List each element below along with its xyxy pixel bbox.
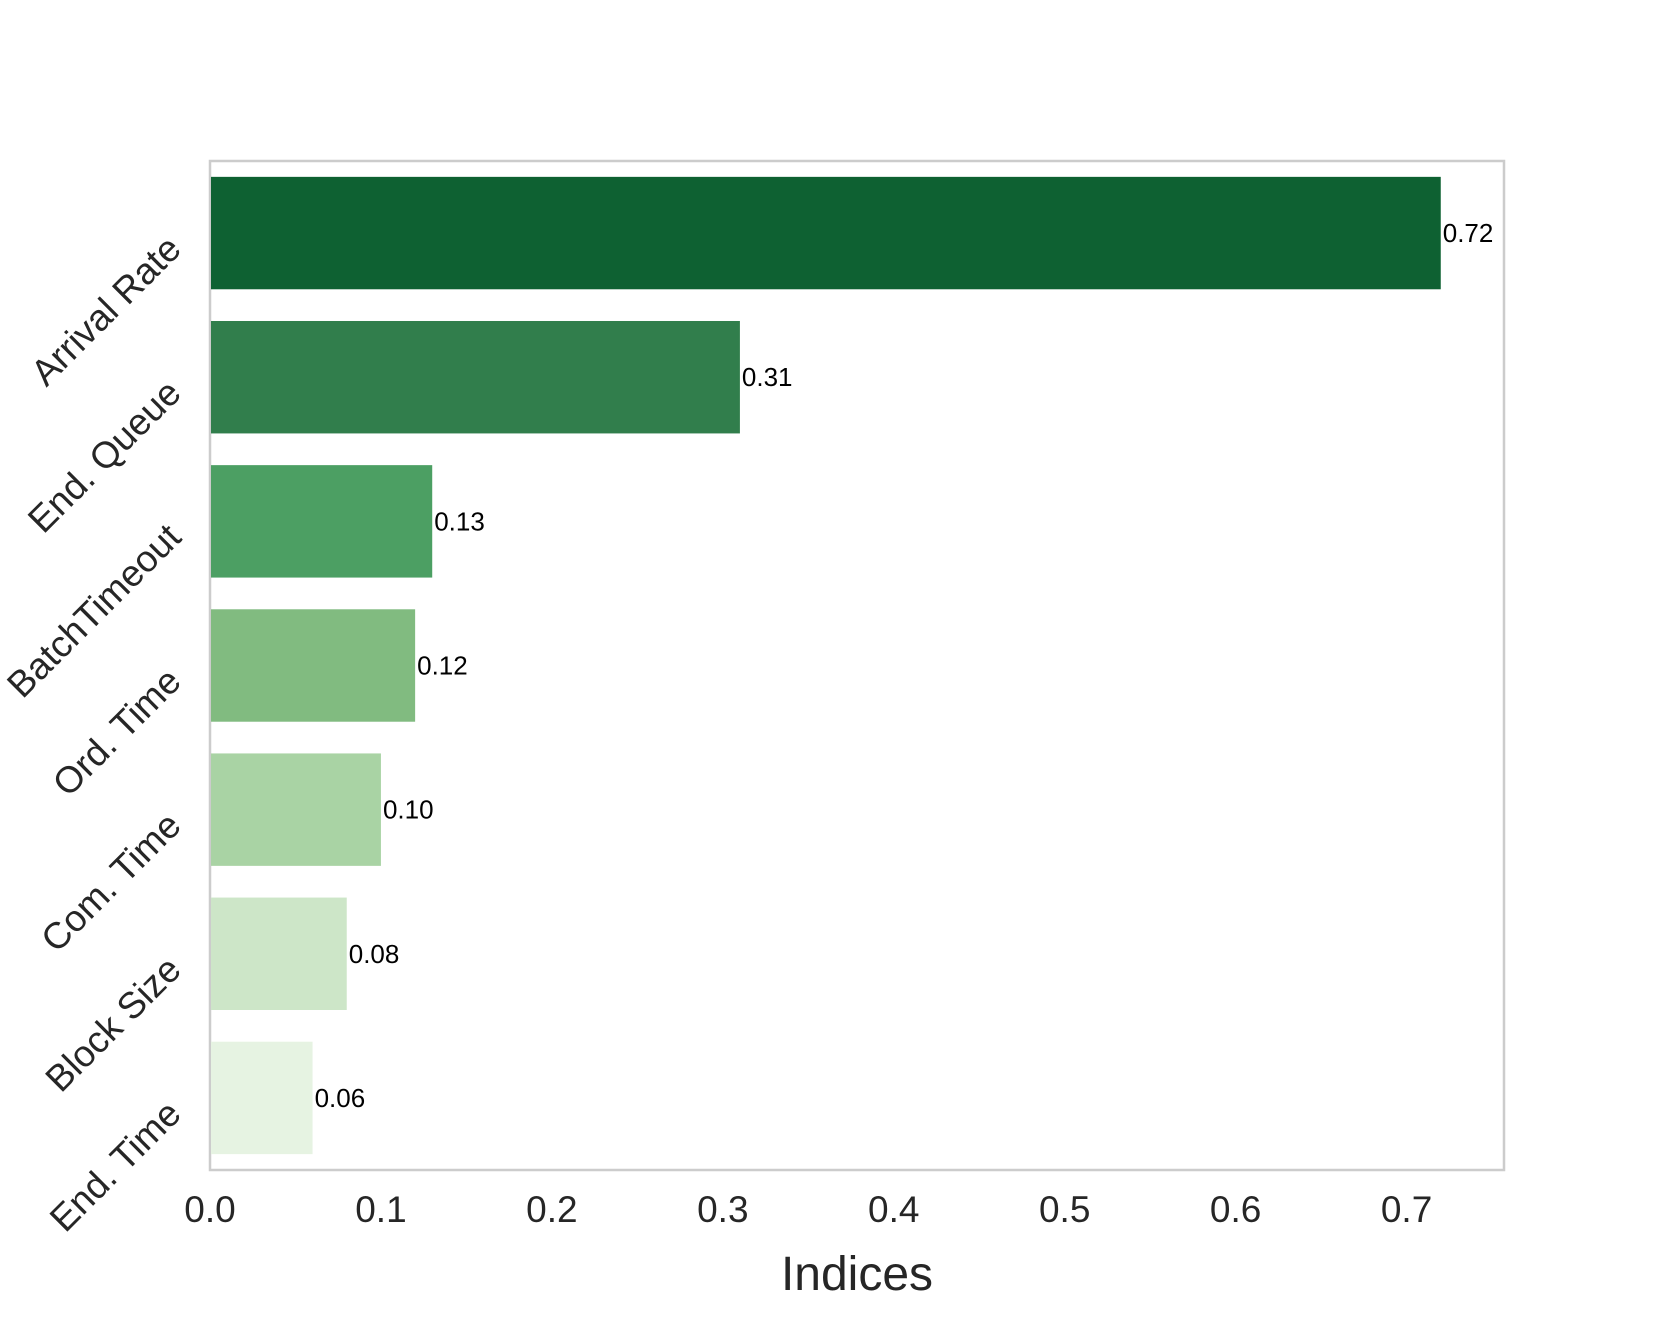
bar <box>211 1041 313 1155</box>
bars-layer <box>211 176 1441 1155</box>
y-category-label: Block Size <box>38 948 189 1099</box>
x-tick-label: 0.3 <box>697 1189 748 1230</box>
plot-frame <box>208 159 1506 1172</box>
x-tick-label: 0.0 <box>184 1189 235 1230</box>
x-tick-label: 0.7 <box>1381 1189 1432 1230</box>
x-tick-label: 0.6 <box>1210 1189 1261 1230</box>
bar-value-label: 0.06 <box>315 1083 366 1113</box>
bar-value-label: 0.10 <box>383 795 434 825</box>
bar-value-label: 0.12 <box>417 651 468 681</box>
bar <box>211 753 381 866</box>
x-tick-label: 0.2 <box>526 1189 577 1230</box>
y-category-label: End. Time <box>42 1093 189 1240</box>
bar <box>211 465 433 578</box>
x-tick-label: 0.1 <box>355 1189 406 1230</box>
x-axis-ticks: 0.0 0.1 0.2 0.3 0.4 0.5 0.6 0.7 <box>184 1189 1432 1230</box>
bar <box>211 320 740 434</box>
bar-value-label: 0.72 <box>1443 218 1494 248</box>
bar <box>211 609 416 722</box>
x-tick-label: 0.5 <box>1039 1189 1090 1230</box>
y-category-label: Arrival Rate <box>23 228 189 394</box>
bar-value-label: 0.31 <box>742 362 793 392</box>
bar-value-label: 0.08 <box>349 939 400 969</box>
y-category-label: Com. Time <box>33 804 188 959</box>
y-category-label: End. Queue <box>20 372 189 541</box>
value-labels-layer: 0.72 0.31 0.13 0.12 0.10 0.08 0.06 <box>315 218 1494 1113</box>
bar <box>211 176 1441 290</box>
bar-value-label: 0.13 <box>434 506 485 536</box>
y-category-label: Ord. Time <box>45 660 189 804</box>
x-tick-label: 0.4 <box>868 1189 919 1230</box>
x-axis-label: Indices <box>781 1248 933 1301</box>
bar <box>211 897 347 1011</box>
